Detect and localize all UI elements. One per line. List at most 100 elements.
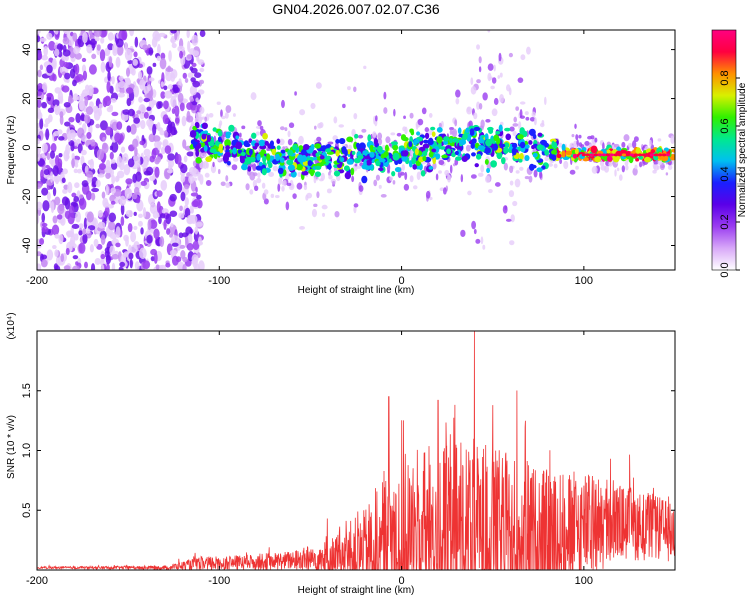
spectrogram-noise-blob [111,253,119,260]
spectrogram-tone-blob [363,155,371,160]
spectrogram-tone-blob [428,166,434,170]
spectrogram-halo-blob [624,160,629,166]
spectrogram-noise-blob [89,158,95,170]
spectrogram-noise-blob [46,191,51,201]
spectrogram-noise-blob [130,244,138,254]
spectrogram-halo-blob [504,205,508,210]
spectrogram-x-tick-label: -100 [208,275,230,287]
spectrogram-halo-blob [621,141,626,148]
spectrogram-noise-blob [142,260,151,270]
spectrogram-halo-blob [204,172,210,178]
spectrogram-noise-blob [128,252,134,260]
spectrogram-tone-blob [232,147,237,155]
spectrogram-halo-blob [578,134,582,139]
spectrogram-noise-blob [171,255,179,266]
spectrogram-tone-blob [532,152,538,158]
snr-plot-area [37,331,675,570]
spectrogram-halo-blob [575,165,579,170]
spectrogram-tone-blob [498,124,503,132]
spectrogram-noise-blob [120,203,125,216]
spectrogram-tone-blob [549,138,557,143]
spectrogram-noise-blob [159,236,165,248]
spectrogram-tone-blob [430,126,436,131]
spectrogram-noise-blob [82,70,88,81]
spectrogram-noise-blob [170,35,176,44]
spectrogram-noise-blob [85,170,94,178]
spectrogram-noise-blob [188,233,192,242]
spectrogram-noise-blob [186,54,192,59]
spectrogram-halo-blob [284,127,288,132]
spectrogram-noise-blob [135,171,142,182]
spectrogram-tone-blob [424,132,430,140]
spectrogram-noise-blob [160,146,166,155]
spectrogram-halo-blob [525,116,530,121]
spectrogram-noise-blob [129,124,137,135]
spectrogram-noise-blob [124,42,128,51]
spectrogram-noise-blob [116,155,123,168]
spectrogram-peak-blob [633,153,639,157]
spectrogram-tone-blob [606,155,613,162]
spectrogram-noise-blob [41,187,49,196]
spectrogram-noise-blob [148,77,155,82]
spectrogram-noise-blob [179,205,183,212]
spectrogram-noise-blob [61,56,67,61]
spectrogram-tone-blob [495,130,501,135]
spectrogram-tone-blob [261,168,267,176]
spectrogram-noise-blob [171,108,176,114]
spectrogram-noise-blob [138,213,143,218]
spectrogram-halo-blob [657,138,662,142]
spectrogram-noise-blob [99,120,108,131]
spectrogram-noise-blob [89,34,95,40]
spectrogram-halo-blob [466,106,473,115]
spectrogram-noise-blob [41,254,48,260]
spectrogram-tone-blob [302,144,310,151]
spectrogram-tone-blob [504,127,511,132]
spectrogram-halo-blob [287,130,291,138]
spectrogram-tone-blob [620,149,626,154]
spectrogram-noise-blob [78,223,84,229]
spectrogram-tone-blob [286,159,294,166]
spectrogram-noise-blob [138,247,147,259]
spectrogram-noise-blob [105,184,109,196]
spectrogram-tone-blob [209,148,217,154]
chart-title: GN04.2026.007.02.07.C36 [272,1,440,17]
spectrogram-noise-blob [160,52,166,60]
spectrogram-halo-blob [449,127,454,131]
spectrogram-noise-blob [78,230,83,236]
spectrogram-halo-blob [524,111,529,116]
spectrogram-noise-blob [43,174,51,179]
spectrogram-noise-blob [84,261,88,269]
spectrogram-noise-blob [43,45,48,57]
spectrogram-halo-blob [476,44,480,50]
spectrogram-noise-blob [168,50,172,62]
spectrogram-tone-blob [353,157,361,164]
spectrogram-halo-blob [353,203,359,208]
spectrogram-noise-blob [37,30,41,35]
spectrogram-tone-blob [314,165,322,170]
spectrogram-halo-blob [404,171,408,181]
spectrogram-tone-blob [471,152,476,157]
spectrogram-noise-blob [184,77,189,83]
spectrogram-halo-blob [220,109,223,118]
spectrogram-noise-blob [105,254,111,265]
spectrogram-tone-blob [519,152,524,161]
spectrogram-noise-blob [189,48,195,56]
spectrogram-halo-blob [513,116,517,123]
spectrogram-noise-blob [175,117,180,124]
spectrogram-halo-blob [257,120,262,127]
spectrogram-noise-blob [199,79,205,85]
spectrogram-halo-blob [256,177,262,184]
spectrogram-halo-blob [305,194,309,201]
spectrogram-halo-blob [497,75,501,79]
spectrogram-noise-blob [63,265,71,270]
spectrogram-noise-blob [188,166,197,175]
spectrogram-tone-blob [553,148,557,155]
spectrogram-halo-blob [509,165,514,174]
spectrogram-noise-blob [51,224,60,236]
spectrogram-tone-blob [493,134,500,142]
spectrogram-halo-blob [281,185,285,192]
spectrogram-noise-blob [149,175,156,181]
spectrogram-noise-blob [89,244,94,253]
spectrogram-noise-blob [111,141,119,153]
spectrogram-tone-blob [217,130,223,137]
